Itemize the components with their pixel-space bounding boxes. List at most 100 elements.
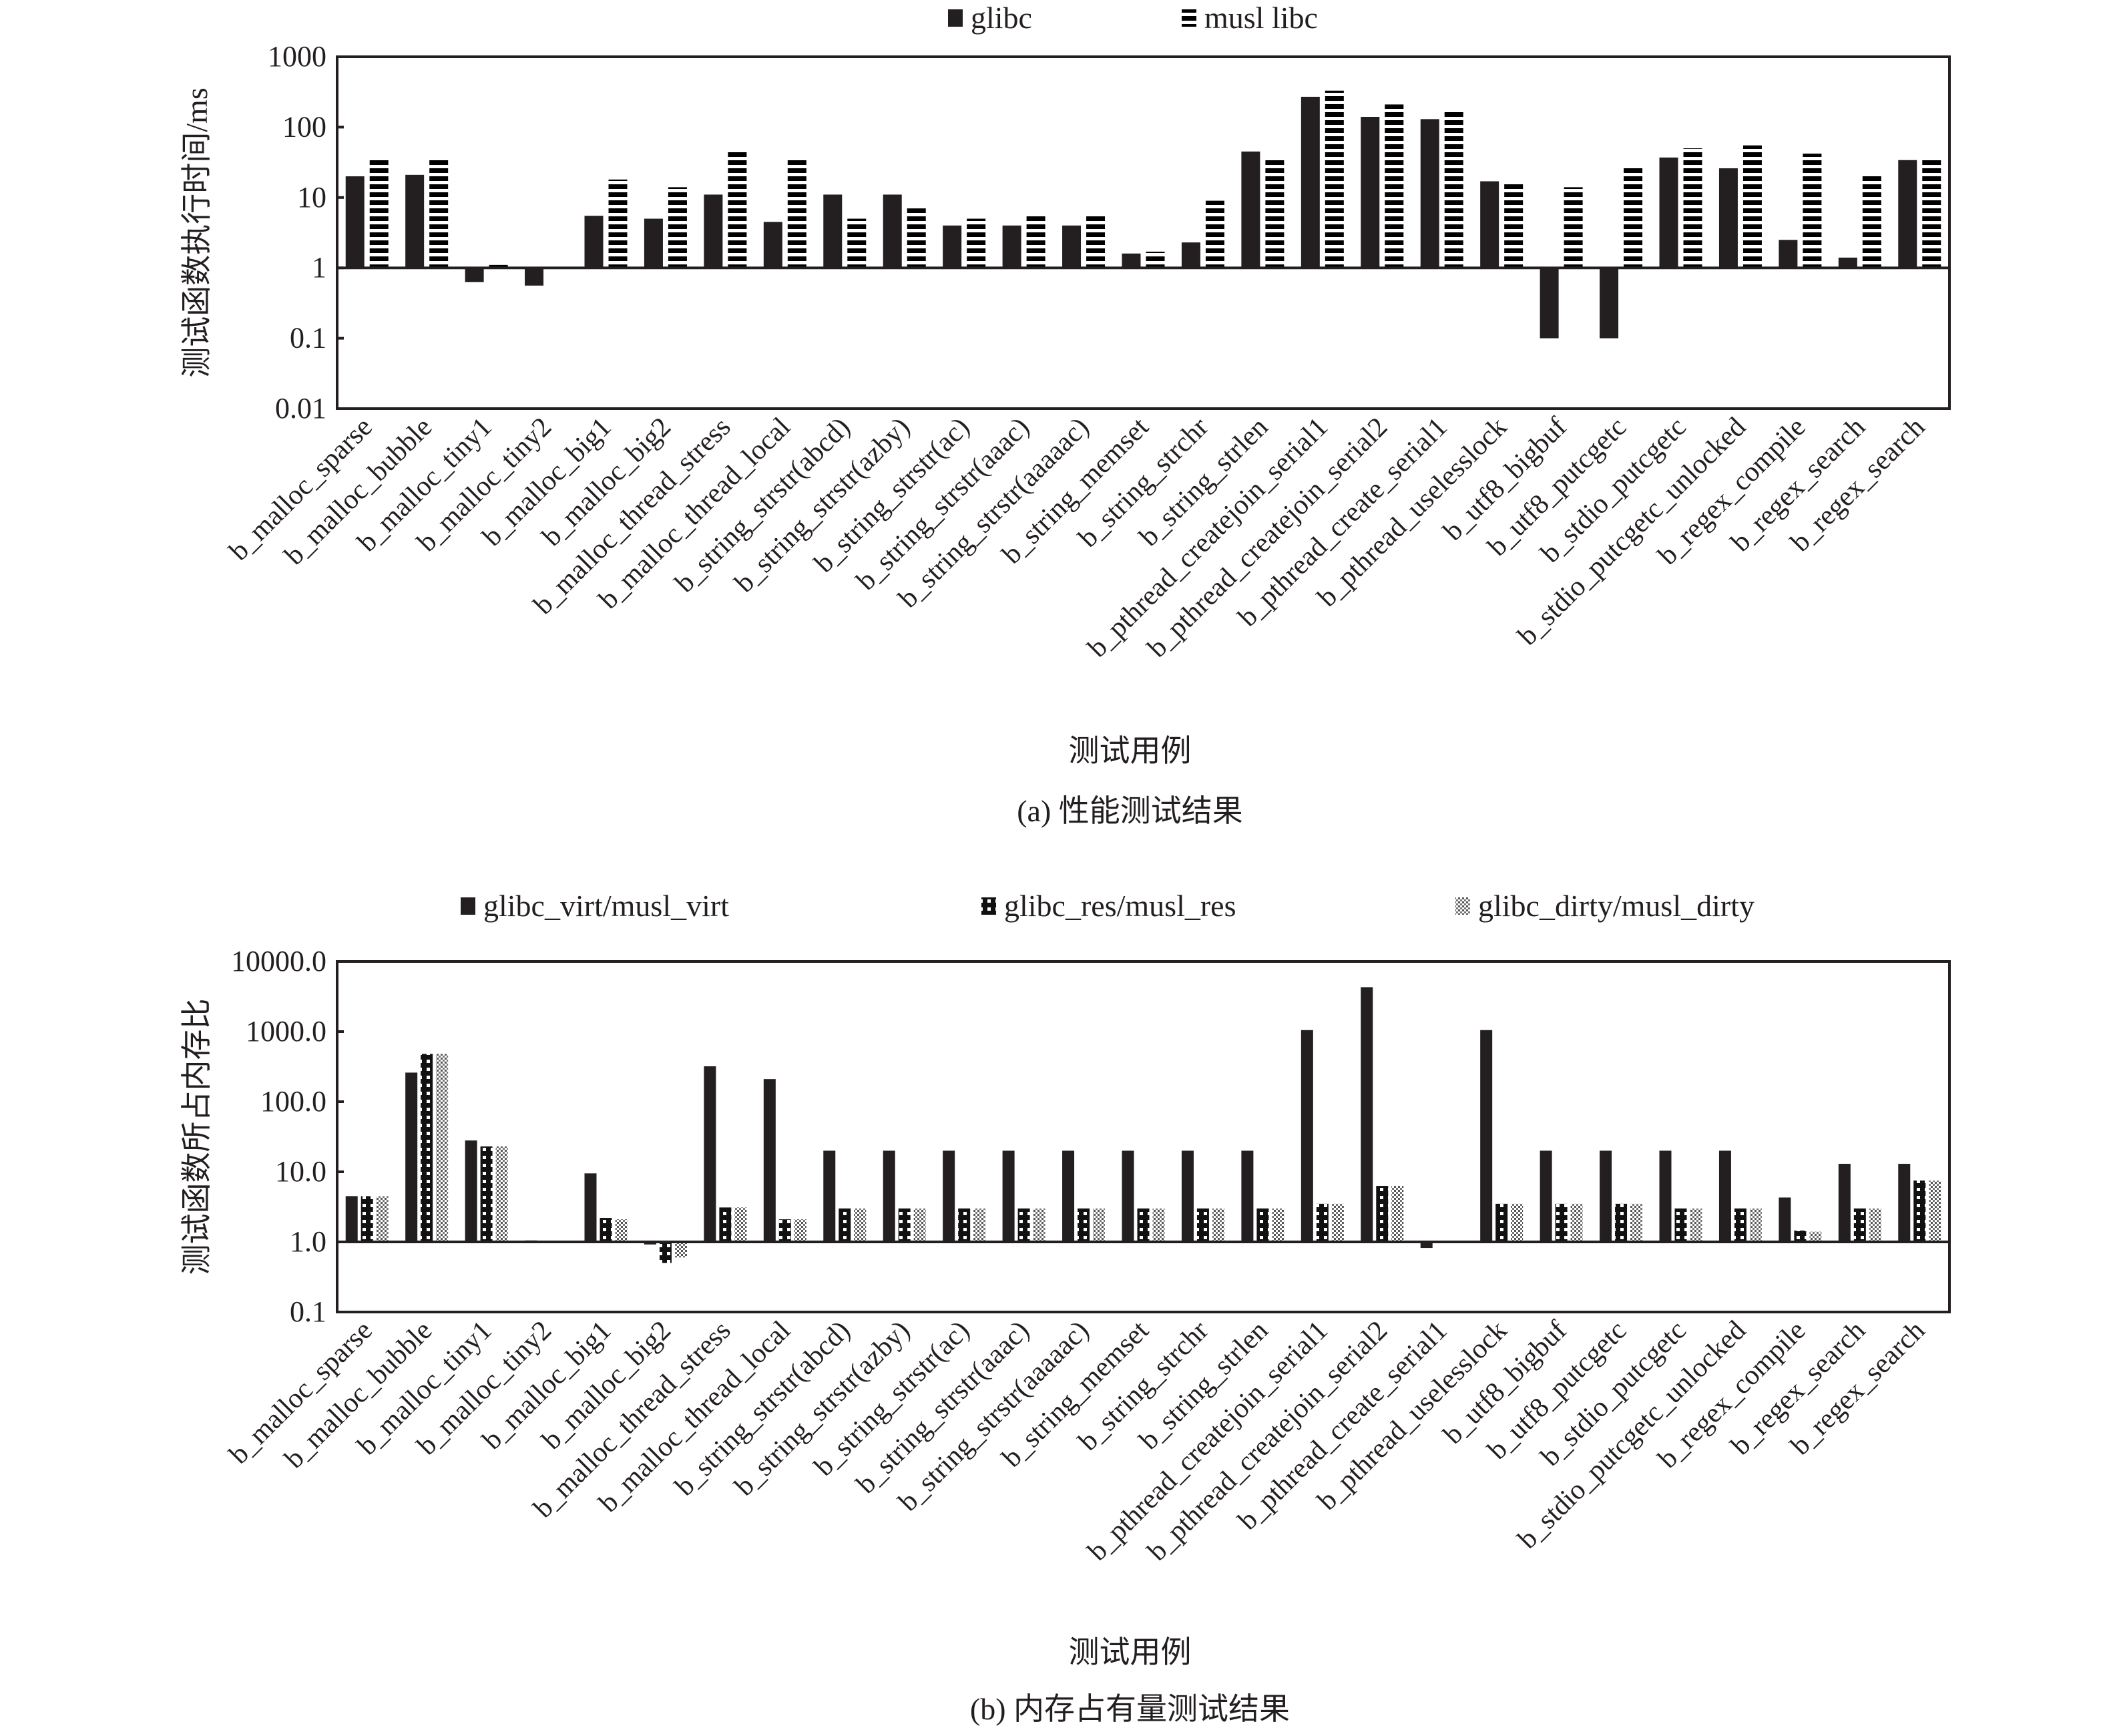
bar-musl-libc-17 <box>1385 104 1404 268</box>
bar-glibc-virt-musl-virt-20 <box>1540 1150 1552 1242</box>
bar-glibc-11 <box>1002 225 1021 268</box>
bar-glibc-virt-musl-virt-26 <box>1898 1164 1911 1242</box>
bar-glibc-res-musl-res-21 <box>1615 1203 1628 1242</box>
bar-glibc-virt-musl-virt-13 <box>1122 1150 1134 1242</box>
bar-glibc-14 <box>1181 242 1200 268</box>
legend-swatch <box>1455 897 1470 915</box>
bar-glibc-18 <box>1420 119 1439 268</box>
bar-glibc-virt-musl-virt-10 <box>943 1150 955 1242</box>
y-axis-label: 测试函数所占内存比 <box>180 999 214 1275</box>
bar-glibc-16 <box>1301 96 1320 268</box>
bar-glibc-26 <box>1898 160 1917 268</box>
bar-glibc-virt-musl-virt-15 <box>1241 1150 1254 1242</box>
bar-glibc-virt-musl-virt-14 <box>1181 1150 1194 1242</box>
bar-glibc-virt-musl-virt-8 <box>823 1150 836 1242</box>
bar-glibc-res-musl-res-14 <box>1196 1208 1209 1242</box>
bar-glibc-virt-musl-virt-16 <box>1301 1030 1313 1242</box>
legend-label: musl libc <box>1204 1 1318 35</box>
bar-glibc-res-musl-res-9 <box>898 1208 911 1242</box>
bar-glibc-res-musl-res-17 <box>1376 1186 1389 1242</box>
bar-glibc-15 <box>1241 151 1260 268</box>
bar-glibc-3 <box>525 268 544 286</box>
bar-glibc-dirty-musl-dirty-13 <box>1152 1208 1165 1242</box>
bar-musl-libc-12 <box>1086 216 1106 268</box>
bar-glibc-10 <box>943 225 962 268</box>
bar-glibc-dirty-musl-dirty-14 <box>1212 1208 1224 1242</box>
bar-musl-libc-11 <box>1026 216 1045 268</box>
bar-glibc-dirty-musl-dirty-5 <box>674 1242 687 1258</box>
bar-glibc-virt-musl-virt-9 <box>883 1150 895 1242</box>
bar-glibc-dirty-musl-dirty-2 <box>495 1146 508 1242</box>
bar-glibc-virt-musl-virt-25 <box>1838 1164 1851 1242</box>
bar-glibc-res-musl-res-5 <box>659 1242 672 1263</box>
bar-glibc-virt-musl-virt-4 <box>584 1173 597 1242</box>
bar-glibc-virt-musl-virt-6 <box>704 1066 716 1242</box>
bar-glibc-8 <box>823 194 843 268</box>
bar-musl-libc-18 <box>1444 111 1463 268</box>
bar-glibc-virt-musl-virt-17 <box>1361 987 1373 1242</box>
bar-musl-libc-0 <box>369 159 389 268</box>
bar-glibc-dirty-musl-dirty-10 <box>973 1208 986 1242</box>
bar-glibc-7 <box>763 222 782 268</box>
bar-glibc-virt-musl-virt-12 <box>1062 1150 1075 1242</box>
bar-musl-libc-15 <box>1265 159 1284 268</box>
bar-glibc-virt-musl-virt-22 <box>1659 1150 1672 1242</box>
y-tick-label: 10000.0 <box>231 945 326 978</box>
bar-glibc-5 <box>644 218 663 268</box>
bar-glibc-25 <box>1838 257 1857 268</box>
bar-glibc-res-musl-res-10 <box>958 1208 971 1242</box>
bar-musl-libc-23 <box>1742 145 1762 268</box>
bar-glibc-virt-musl-virt-1 <box>405 1072 418 1242</box>
y-tick-label: 0.1 <box>290 1295 326 1328</box>
bar-musl-libc-7 <box>787 159 806 268</box>
bar-glibc-res-musl-res-1 <box>421 1054 433 1242</box>
bar-glibc-virt-musl-virt-2 <box>465 1140 477 1242</box>
bar-glibc-dirty-musl-dirty-0 <box>376 1196 389 1242</box>
bar-glibc-res-musl-res-2 <box>480 1146 493 1242</box>
bar-glibc-dirty-musl-dirty-15 <box>1272 1208 1284 1242</box>
x-axis-label: 测试用例 <box>1069 1635 1192 1669</box>
bar-musl-libc-9 <box>907 208 926 268</box>
bar-musl-libc-14 <box>1205 200 1224 268</box>
bar-glibc-21 <box>1600 268 1619 339</box>
bar-musl-libc-6 <box>728 151 747 268</box>
bar-musl-libc-21 <box>1624 166 1643 268</box>
bar-glibc-dirty-musl-dirty-24 <box>1809 1231 1822 1242</box>
bar-glibc-2 <box>465 268 484 282</box>
bar-musl-libc-25 <box>1862 174 1881 268</box>
bar-glibc-res-musl-res-11 <box>1017 1208 1030 1242</box>
bar-musl-libc-1 <box>429 159 449 268</box>
bar-glibc-12 <box>1062 225 1082 268</box>
bar-glibc-dirty-musl-dirty-9 <box>913 1208 926 1242</box>
legend-swatch <box>981 897 996 915</box>
y-tick-label: 10 <box>297 181 326 214</box>
legend-label: glibc_res/musl_res <box>1004 889 1236 923</box>
bar-glibc-19 <box>1480 181 1499 268</box>
y-tick-label: 1000.0 <box>246 1015 326 1048</box>
figure-caption: (a) 性能测试结果 <box>1017 794 1243 828</box>
bar-glibc-dirty-musl-dirty-12 <box>1093 1208 1106 1242</box>
legend-label: glibc <box>971 1 1032 35</box>
bar-glibc-res-musl-res-7 <box>778 1219 791 1242</box>
bar-musl-libc-4 <box>608 179 628 268</box>
bar-glibc-23 <box>1718 168 1738 268</box>
bar-musl-libc-20 <box>1564 187 1583 268</box>
bar-glibc-22 <box>1659 157 1678 268</box>
bar-glibc-dirty-musl-dirty-1 <box>436 1054 449 1242</box>
legend-swatch <box>948 9 963 27</box>
bar-glibc-res-musl-res-25 <box>1853 1208 1866 1242</box>
bar-glibc-9 <box>883 194 902 268</box>
legend-swatch <box>1182 9 1196 27</box>
y-tick-label: 1000 <box>268 40 326 73</box>
bar-glibc-dirty-musl-dirty-25 <box>1869 1208 1881 1242</box>
bar-glibc-res-musl-res-0 <box>361 1196 373 1242</box>
bar-glibc-res-musl-res-12 <box>1078 1208 1090 1242</box>
bar-glibc-virt-musl-virt-0 <box>345 1196 358 1242</box>
bar-musl-libc-22 <box>1683 148 1702 268</box>
bar-glibc-dirty-musl-dirty-16 <box>1331 1203 1344 1242</box>
bar-glibc-dirty-musl-dirty-4 <box>615 1219 628 1242</box>
bar-glibc-dirty-musl-dirty-17 <box>1391 1186 1404 1242</box>
bar-glibc-dirty-musl-dirty-6 <box>734 1207 747 1242</box>
y-tick-label: 100 <box>282 110 326 143</box>
